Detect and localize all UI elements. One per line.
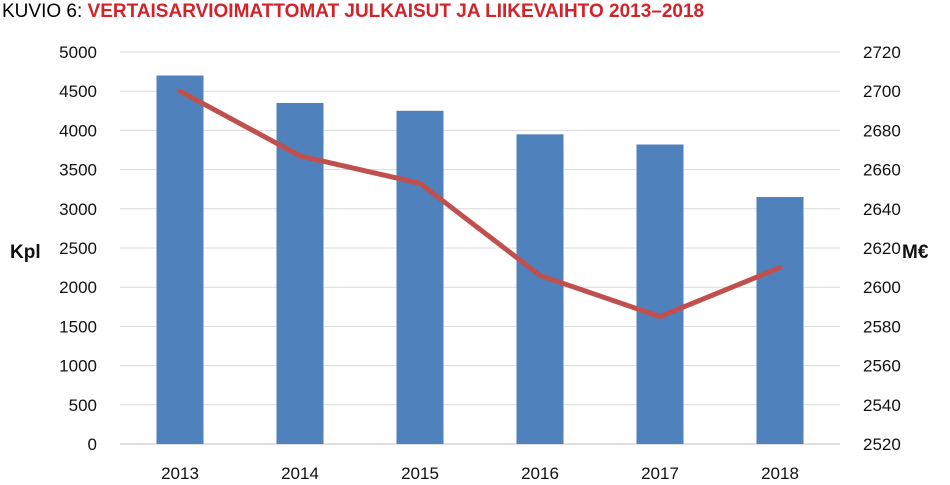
right-tick-label: 2560: [863, 357, 901, 376]
right-axis-label: M€: [902, 242, 929, 263]
right-tick-label: 2580: [863, 317, 901, 336]
bar-2016: [516, 134, 564, 444]
right-tick-label: 2620: [863, 239, 901, 258]
chart-title: KUVIO 6: VERTAISARVIOIMATTOMAT JULKAISUT…: [2, 0, 704, 24]
bar-2015: [396, 110, 444, 445]
x-tick-label: 2017: [641, 464, 679, 483]
left-axis-ticks: 0 500 1000 1500 2000 2500 3000 3500 4000 4500 5000: [59, 43, 97, 454]
left-tick-label: 4500: [59, 82, 97, 101]
left-tick-label: 1500: [59, 317, 97, 336]
revenue-line: [177, 88, 783, 320]
left-tick-label: 3500: [59, 161, 97, 180]
x-tick-label: 2013: [161, 464, 199, 483]
line-point-2016: [538, 273, 542, 278]
left-tick-label: 500: [69, 396, 97, 415]
x-tick-label: 2015: [401, 464, 439, 483]
left-tick-label: 2500: [59, 239, 97, 258]
x-tick-label: 2018: [761, 464, 799, 483]
left-tick-label: 4000: [59, 121, 97, 140]
bar-2013: [156, 75, 204, 445]
right-tick-label: 2700: [863, 82, 901, 101]
gridlines: [120, 51, 840, 445]
left-tick-label: 3000: [59, 200, 97, 219]
left-axis-label: Kpl: [10, 242, 41, 263]
left-tick-label: 1000: [59, 357, 97, 376]
right-tick-label: 2600: [863, 278, 901, 297]
bar-series: [156, 75, 804, 445]
right-axis-ticks: 2520 2540 2560 2580 2600 2620 2640 2660 2680 2700…: [863, 43, 901, 454]
line-point-2015: [418, 181, 422, 186]
right-tick-label: 2720: [863, 43, 901, 62]
x-tick-label: 2016: [521, 464, 559, 483]
left-tick-label: 2000: [59, 278, 97, 297]
line-point-2013: [178, 89, 182, 94]
line-point-2017: [658, 314, 662, 319]
right-tick-label: 2540: [863, 396, 901, 415]
right-tick-label: 2640: [863, 200, 901, 219]
chart-title-prefix: KUVIO 6:: [2, 1, 88, 22]
right-tick-label: 2680: [863, 121, 901, 140]
right-tick-label: 2660: [863, 161, 901, 180]
chart-title-main: VERTAISARVIOIMATTOMAT JULKAISUT JA LIIKE…: [87, 1, 705, 22]
line-series: [177, 88, 783, 320]
x-tick-label: 2014: [281, 464, 319, 483]
left-tick-label: 0: [88, 435, 97, 454]
left-tick-label: 5000: [59, 43, 97, 62]
line-point-2018: [778, 265, 782, 270]
x-axis-ticks: 2013 2014 2015 2016 2017 2018: [161, 464, 799, 483]
bar-2017: [636, 144, 684, 444]
line-point-2014: [298, 153, 302, 158]
bar-2018: [756, 197, 804, 444]
right-tick-label: 2520: [863, 435, 901, 454]
